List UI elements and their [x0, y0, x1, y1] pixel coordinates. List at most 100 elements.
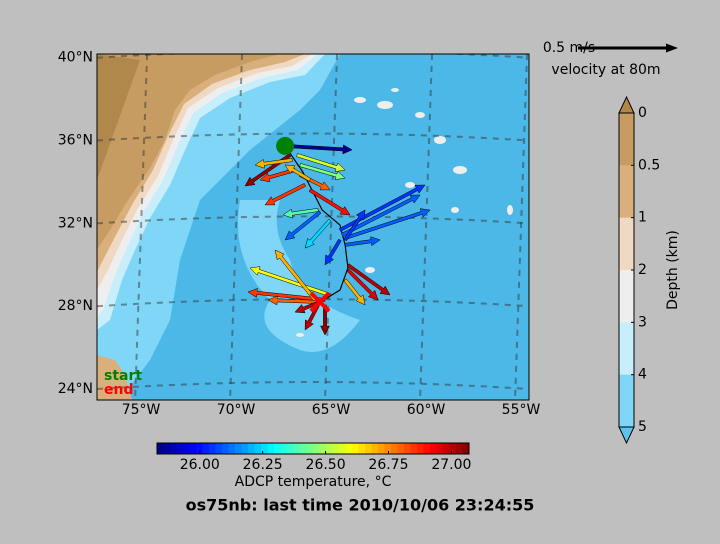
seamount: [377, 101, 393, 109]
title: os75nb: last time 2010/10/06 23:24:55: [186, 496, 535, 515]
colorbar-swatch: [254, 443, 262, 454]
colorbar-swatch: [248, 443, 255, 454]
grid-line: [97, 381, 529, 391]
velocity-arrow: [344, 208, 431, 240]
seamount: [405, 182, 415, 188]
seamount: [365, 267, 375, 273]
depth-tick-label: 2: [638, 262, 647, 278]
grid-line: [229, 54, 244, 400]
colorbar-swatch: [345, 443, 353, 454]
legend-entry: start: [104, 368, 142, 384]
colorbar-swatch: [170, 443, 177, 454]
y-tick-label: 32°N: [58, 215, 93, 231]
map-base: [97, 54, 529, 400]
colorbar-swatch: [202, 443, 210, 454]
scale-label: 0.5 m/s: [543, 40, 595, 56]
colorbar-swatch: [417, 443, 424, 454]
velocity-arrow: [308, 188, 351, 216]
velocity-arrow: [344, 236, 381, 247]
colorbar-swatch: [456, 443, 463, 454]
velocity-arrow: [324, 238, 342, 266]
colorbar-swatch: [430, 443, 437, 454]
colorbar-tick-label: 26.00: [180, 457, 220, 473]
colorbar-swatch: [306, 443, 314, 454]
colorbar-swatch: [326, 443, 333, 454]
colorbar-swatch: [436, 443, 444, 454]
depth-tick-label: 5: [638, 419, 647, 435]
depth-swatch: [619, 113, 634, 166]
colorbar-swatch: [404, 443, 411, 454]
velocity-arrow: [343, 278, 366, 306]
depth-4-5: [238, 200, 360, 352]
seamount: [451, 207, 459, 213]
grid-line: [514, 54, 529, 400]
depth-tick-label: 0.5: [638, 157, 660, 173]
colorbar-swatch: [293, 443, 301, 454]
depth-tick-label: 4: [638, 367, 647, 383]
x-tick-label: 75°W: [122, 402, 161, 418]
scale-arrow: [578, 43, 678, 53]
colorbar-swatch: [287, 443, 294, 454]
colorbar-frame: [156, 442, 470, 455]
seamount: [453, 166, 467, 174]
depth-swatch: [619, 165, 634, 218]
colorbar-swatch: [241, 443, 249, 454]
velocity-arrow: [284, 144, 353, 155]
colorbar-swatch: [352, 443, 359, 454]
velocity-arrow: [284, 210, 322, 241]
start-marker: [276, 136, 295, 155]
seamount: [415, 112, 425, 118]
x-tick-label: 65°W: [312, 402, 351, 418]
legend-entry: end: [104, 382, 133, 398]
velocity-arrow: [249, 266, 331, 297]
colorbar-swatch: [443, 443, 450, 454]
colorbar-swatch: [228, 443, 236, 454]
depth-swatch: [619, 322, 634, 375]
colorbar-swatch: [384, 443, 392, 454]
x-tick-label: 70°W: [217, 402, 256, 418]
colorbar-swatch: [449, 443, 457, 454]
x-tick-label: 60°W: [407, 402, 446, 418]
y-tick-label: 28°N: [58, 298, 93, 314]
colorbar-label: ADCP temperature, °C: [235, 474, 392, 490]
velocity-arrow: [346, 263, 391, 296]
velocity-arrow: [254, 158, 293, 169]
velocity-arrow: [299, 163, 346, 181]
colorbar-swatch: [410, 443, 418, 454]
colorbar-swatch: [267, 443, 275, 454]
seamount: [507, 205, 513, 215]
land: [97, 54, 280, 250]
colorbar-tick-label: 26.75: [368, 457, 408, 473]
colorbar-swatch: [274, 443, 281, 454]
velocity-arrow: [304, 218, 332, 249]
y-tick-label: 36°N: [58, 133, 93, 149]
depth-label: Depth (km): [665, 230, 681, 310]
colorbar-tick-label: 27.00: [431, 457, 471, 473]
map-frame: [96, 53, 530, 401]
seamount: [296, 333, 304, 337]
y-tick-label: 24°N: [58, 381, 93, 397]
x-tick-label: 55°W: [502, 402, 541, 418]
scale-caption: velocity at 80m: [551, 62, 660, 78]
colorbar-swatch: [183, 443, 190, 454]
colorbar-swatch: [176, 443, 184, 454]
seamount: [434, 136, 446, 144]
colorbar-swatch: [215, 443, 223, 454]
seamounts: [296, 88, 513, 337]
colorbar-swatch: [423, 443, 431, 454]
seamount: [391, 88, 399, 92]
colorbar-tick-label: 26.50: [306, 457, 346, 473]
depth-swatch: [619, 217, 634, 271]
grid-line: [324, 54, 339, 400]
land: [97, 54, 140, 180]
depth-swatch: [619, 270, 634, 323]
colorbar-swatch: [397, 443, 405, 454]
grid-line: [134, 54, 149, 400]
velocity-arrow: [296, 153, 346, 173]
colorbar-swatch: [300, 443, 307, 454]
grid-line: [419, 54, 434, 400]
velocity-arrow: [343, 209, 366, 242]
colorbar-swatch: [163, 443, 171, 454]
depth-tick-label: 3: [638, 314, 647, 330]
